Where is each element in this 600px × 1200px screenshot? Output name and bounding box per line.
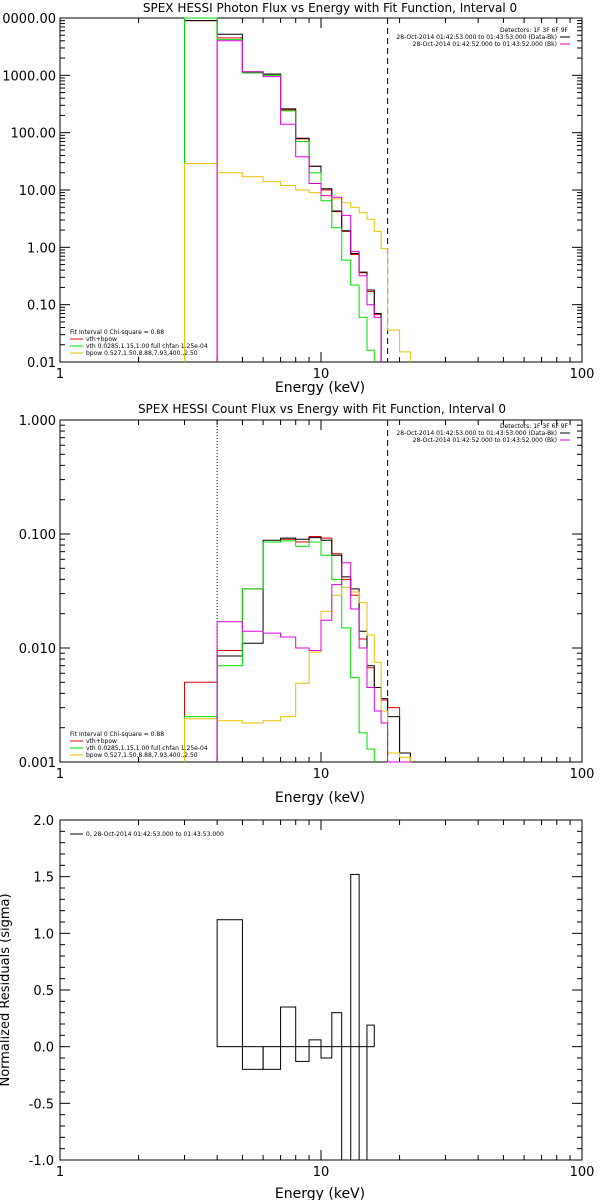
- x-tick-label: 10: [313, 367, 330, 382]
- series-line-1-4: [216, 562, 411, 763]
- y-tick-label: 2.0: [33, 814, 54, 829]
- count-flux-xlabel: Energy (keV): [275, 790, 365, 806]
- y-tick-label: 0.10: [27, 299, 56, 314]
- photon-legend-bpow: bpow 0.527,1.50,8.88,7.93,400.,2.50: [86, 350, 198, 357]
- residuals-ylabel: Normalized Residuals (sigma): [0, 893, 13, 1086]
- series-line-0-3: [184, 163, 411, 362]
- y-tick-label: 0000.00: [2, 12, 56, 27]
- series-line-0-4: [216, 40, 382, 362]
- photon-detectors-label: Detectors: 1F 3F 6F 9F: [500, 27, 569, 34]
- photon-legend-sum: vth+bpow: [86, 336, 117, 343]
- residual-bar: [320, 1046, 333, 1059]
- residuals-panel: Energy (keV) Normalized Residuals (sigma…: [0, 814, 594, 1200]
- photon-flux-panel: SPEX HESSI Photon Flux vs Energy with Fi…: [2, 1, 594, 396]
- series-line-1-2: [184, 540, 375, 762]
- y-tick-label: 100.00: [11, 127, 57, 142]
- series-line-1-0: [184, 536, 411, 762]
- y-tick-label: 0.001: [19, 756, 56, 771]
- y-tick-label: 1.5: [33, 871, 54, 886]
- residuals-legend: 0, 28-Oct-2014 01:42:53.000 to 01:43:53.…: [86, 831, 224, 838]
- y-tick-label: 0.5: [33, 984, 54, 999]
- count-detectors-label: Detectors: 1F 3F 6F 9F: [500, 423, 569, 430]
- x-tick-label: 10: [313, 767, 330, 782]
- residual-bar: [295, 1046, 310, 1062]
- count-time-label-data: 28-Oct-2014 01:42:53.000 to 01:43:53.000…: [396, 430, 557, 437]
- residual-bar: [331, 1012, 343, 1048]
- x-tick-label: 1: [56, 767, 64, 782]
- residual-bar: [216, 919, 243, 1048]
- residual-bar: [241, 1046, 264, 1070]
- y-tick-label: 10.00: [19, 184, 56, 199]
- count-legend-fit: Fit Interval 0 Chi-square = 0.88: [70, 731, 164, 738]
- x-tick-label: 10: [313, 1165, 330, 1180]
- photon-legend-vth: vth 0.0285,1.15,1.00 full chfan 1.25e-04: [86, 343, 208, 350]
- series-line-0-0: [184, 20, 382, 362]
- plot-frame-2: [59, 819, 583, 1161]
- series-line-1-3: [184, 586, 411, 762]
- photon-flux-xlabel: Energy (keV): [275, 380, 365, 396]
- residual-bar: [350, 873, 360, 1048]
- y-tick-label: 0.100: [19, 528, 56, 543]
- x-tick-label: 100: [570, 367, 595, 382]
- count-legend-bpow: bpow 0.527,1.50,8.88,7.93,400.,2.50: [86, 752, 198, 759]
- x-tick-label: 1: [56, 1165, 64, 1180]
- y-tick-label: -0.5: [29, 1097, 54, 1112]
- series-line-0-1: [184, 20, 382, 362]
- residual-bar: [366, 1024, 375, 1048]
- y-tick-label: 1.00: [27, 241, 56, 256]
- x-tick-label: 100: [570, 767, 595, 782]
- y-tick-label: 0.0: [33, 1041, 54, 1056]
- y-tick-label: 1.000: [19, 414, 56, 429]
- residual-bar: [341, 1046, 352, 1161]
- photon-time-label-bk: 28-Oct-2014 01:42:52.000 to 01:43:52.000…: [413, 41, 557, 48]
- count-legend-sum: vth+bpow: [86, 738, 117, 745]
- count-flux-panel: SPEX HESSI Count Flux vs Energy with Fit…: [19, 402, 595, 806]
- series-line-0-2: [184, 17, 375, 362]
- count-legend-vth: vth 0.0285,1.15,1.00 full chfan 1.25e-04: [86, 745, 208, 752]
- residual-bar: [280, 1006, 297, 1048]
- residual-bar: [262, 1046, 282, 1070]
- y-tick-label: 0.010: [19, 642, 56, 657]
- residual-bar: [358, 1046, 368, 1161]
- y-tick-label: 0.01: [27, 356, 56, 371]
- photon-legend-fit: Fit Interval 0 Chi-square = 0.88: [70, 329, 164, 336]
- y-tick-label: 1.0: [33, 927, 54, 942]
- plot-frame-1: [59, 419, 583, 763]
- count-flux-title: SPEX HESSI Count Flux vs Energy with Fit…: [138, 402, 506, 416]
- photon-time-label-data: 28-Oct-2014 01:42:53.000 to 01:43:53.000…: [396, 34, 557, 41]
- x-tick-label: 1: [56, 367, 64, 382]
- photon-flux-title: SPEX HESSI Photon Flux vs Energy with Fi…: [143, 1, 517, 15]
- x-tick-label: 100: [570, 1165, 595, 1180]
- residuals-xlabel: Energy (keV): [275, 1186, 365, 1200]
- y-tick-label: 1000.00: [2, 69, 56, 84]
- residual-bar: [308, 1039, 322, 1048]
- series-line-1-1: [216, 537, 411, 762]
- count-time-label-bk: 28-Oct-2014 01:42:52.000 to 01:43:52.000…: [413, 437, 557, 444]
- y-tick-label: -1.0: [29, 1154, 54, 1169]
